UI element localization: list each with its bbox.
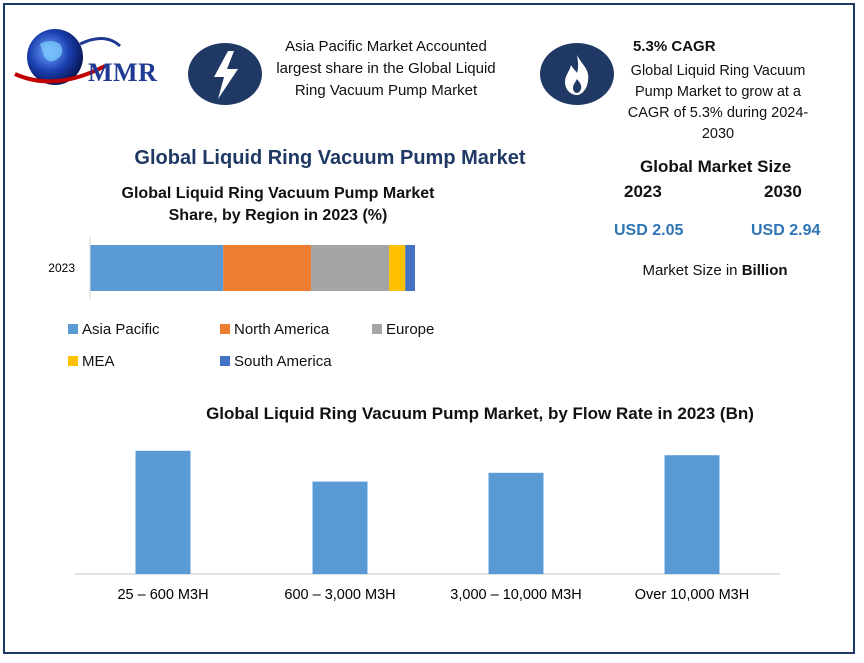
flow-rate-category-label: Over 10,000 M3H <box>635 587 749 603</box>
region-segment-asia-pacific <box>90 245 224 291</box>
flame-icon <box>565 55 589 95</box>
legend-label: Asia Pacific <box>82 321 160 338</box>
flow-rate-category-label: 3,000 – 10,000 M3H <box>450 587 581 603</box>
flow-rate-category-label: 600 – 3,000 M3H <box>284 587 395 603</box>
mmr-logo: MMR <box>10 24 170 94</box>
info-left-line-1: Asia Pacific Market Accounted <box>285 38 487 55</box>
unit-prefix: Market Size in <box>642 262 738 279</box>
legend-item-europe: Europe <box>372 321 434 338</box>
legend-swatch <box>68 324 78 334</box>
flow-rate-bar-chart: 25 – 600 M3H 600 – 3,000 M3H 3,000 – 10,00… <box>75 450 780 603</box>
region-stacked-chart: 2023 <box>48 237 415 299</box>
market-size-unit: Market Size in Billion <box>600 262 830 279</box>
legend-item-south-america: South America <box>220 353 332 370</box>
info-left-text: Asia Pacific Market Accounted largest sh… <box>258 36 514 102</box>
flow-rate-chart-title: Global Liquid Ring Vacuum Pump Market, b… <box>206 404 754 423</box>
main-title: Global Liquid Ring Vacuum Pump Market <box>134 147 526 169</box>
region-chart-title: Global Liquid Ring Vacuum Pump Market Sh… <box>121 185 435 224</box>
region-category-label: 2023 <box>48 261 75 275</box>
lightning-bolt-icon <box>214 51 238 99</box>
flow-rate-category-label: 25 – 600 M3H <box>117 587 208 603</box>
region-segment-north-america <box>223 245 311 291</box>
legend-item-north-america: North America <box>220 321 329 338</box>
legend-item-asia-pacific: Asia Pacific <box>68 321 160 338</box>
legend-swatch <box>220 324 230 334</box>
flow-rate-bar-2 <box>312 481 368 574</box>
year-2030-label: 2030 <box>764 182 802 201</box>
globe-icon <box>14 29 122 85</box>
legend-swatch <box>68 356 78 366</box>
year-2023-label: 2023 <box>624 182 662 201</box>
cagr-line-2: Pump Market to grow at a <box>634 84 801 100</box>
region-segment-south-america <box>405 245 415 291</box>
info-left-badge <box>188 43 262 105</box>
legend-label: MEA <box>82 353 115 370</box>
legend-swatch <box>372 324 382 334</box>
info-left-line-2: largest share in the Global Liquid <box>276 60 496 77</box>
market-size-title: Global Market Size <box>640 157 792 176</box>
region-segment-mea <box>389 245 406 291</box>
cagr-line-4: 2030 <box>701 126 735 142</box>
cagr-line-3: CAGR of 5.3% during 2024- <box>627 105 809 121</box>
region-segment-europe <box>311 245 389 291</box>
cagr-text: Global Liquid Ring Vacuum Pump Market to… <box>620 61 816 145</box>
value-2030: USD 2.94 <box>751 222 821 239</box>
value-2023: USD 2.05 <box>614 222 684 239</box>
flow-rate-bar-1 <box>135 450 191 574</box>
info-right-badge <box>540 43 614 105</box>
flow-rate-bar-3 <box>488 472 544 574</box>
cagr-line-1: Global Liquid Ring Vacuum <box>630 63 806 79</box>
legend-item-mea: MEA <box>68 353 115 370</box>
infographic-frame <box>3 3 855 654</box>
legend-label: Europe <box>386 321 435 338</box>
flow-rate-bar-4 <box>664 455 720 574</box>
logo-text: MMR <box>88 58 158 87</box>
legend-label: South America <box>234 353 332 370</box>
info-left-line-3: Ring Vacuum Pump Market <box>294 82 478 99</box>
cagr-title: 5.3% CAGR <box>633 38 716 55</box>
legend-swatch <box>220 356 230 366</box>
unit-bold: Billion <box>741 262 788 279</box>
legend-label: North America <box>234 321 330 338</box>
